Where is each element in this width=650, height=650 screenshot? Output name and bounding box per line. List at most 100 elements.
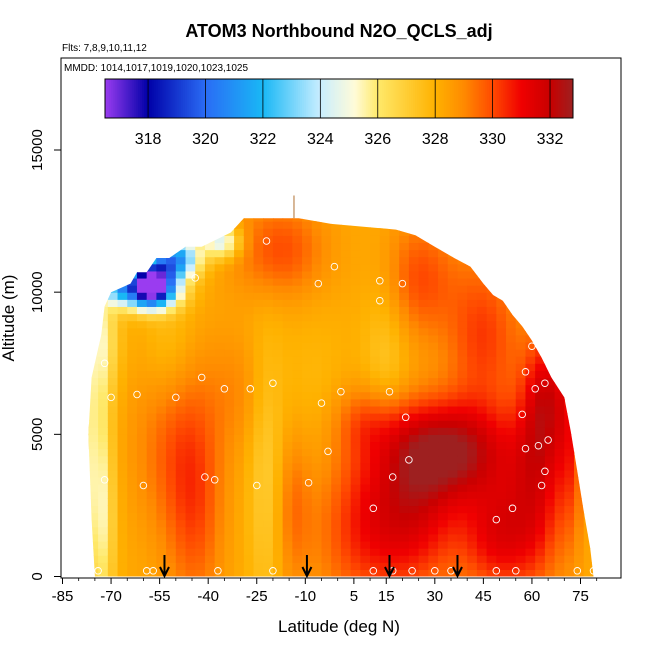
heatmap-cell: [515, 427, 527, 435]
heatmap-cell: [525, 306, 536, 315]
heatmap-cell: [272, 491, 284, 499]
heatmap-cell: [195, 292, 206, 300]
heatmap-cell: [496, 562, 507, 570]
colorbar-swatch: [126, 79, 129, 118]
heatmap-cell: [263, 256, 274, 265]
heatmap-cell: [457, 218, 468, 222]
heatmap-cell: [204, 505, 216, 514]
heatmap-cell: [428, 505, 439, 514]
heatmap-cell: [457, 413, 468, 421]
heatmap-cell: [593, 519, 594, 528]
heatmap-cell: [515, 498, 527, 507]
heatmap-cell: [127, 569, 138, 577]
heatmap-cell: [224, 377, 235, 386]
heatmap-cell: [156, 320, 167, 329]
heatmap-cell: [525, 270, 536, 279]
heatmap-cell: [224, 484, 235, 492]
heatmap-cell: [593, 277, 594, 286]
heatmap-cell: [88, 413, 89, 421]
heatmap-cell: [88, 398, 89, 407]
heatmap-cell: [535, 363, 546, 371]
heatmap-cell: [292, 356, 303, 364]
heatmap-cell: [321, 242, 332, 251]
heatmap-cell: [88, 256, 99, 265]
heatmap-cell: [564, 498, 575, 507]
heatmap-cell: [185, 405, 196, 414]
heatmap-cell: [340, 363, 352, 371]
heatmap-cell: [408, 505, 420, 514]
heatmap-cell: [428, 427, 439, 435]
heatmap-cell: [525, 391, 536, 400]
heatmap-cell: [127, 249, 138, 258]
heatmap-cell: [311, 526, 323, 535]
heatmap-cell: [554, 491, 565, 499]
heatmap-cell: [379, 256, 391, 265]
heatmap-cell: [496, 277, 507, 286]
heatmap-cell: [467, 505, 478, 514]
heatmap-cell: [360, 562, 371, 570]
heatmap-cell: [486, 526, 497, 535]
heatmap-cell: [98, 555, 109, 563]
heatmap-cell: [408, 263, 420, 272]
heatmap-cell: [234, 218, 245, 222]
heatmap-cell: [263, 306, 274, 315]
heatmap-cell: [574, 413, 585, 421]
heatmap-cell: [127, 306, 138, 315]
heatmap-cell: [243, 540, 255, 549]
heatmap-cell: [185, 228, 196, 236]
heatmap-cell: [544, 491, 556, 499]
heatmap-cell: [515, 391, 527, 400]
heatmap-cell: [418, 427, 429, 435]
heatmap-cell: [515, 469, 527, 478]
heatmap-cell: [447, 526, 459, 535]
heatmap-cell: [263, 448, 274, 457]
heatmap-cell: [418, 484, 429, 492]
heatmap-cell: [311, 320, 323, 329]
heatmap-cell: [136, 448, 148, 457]
heatmap-cell: [506, 320, 517, 329]
heatmap-cell: [370, 235, 381, 244]
heatmap-cell: [535, 292, 546, 300]
heatmap-cell: [476, 363, 488, 371]
heatmap-cell: [166, 405, 177, 414]
heatmap-cell: [311, 235, 323, 244]
heatmap-cell: [476, 327, 488, 336]
heatmap-cell: [282, 377, 293, 386]
heatmap-cell: [574, 441, 585, 450]
heatmap-cell: [350, 427, 361, 435]
heatmap-cell: [282, 562, 293, 570]
heatmap-cell: [224, 405, 235, 414]
heatmap-cell: [399, 277, 410, 286]
heatmap-cell: [204, 413, 216, 421]
heatmap-cell: [243, 448, 255, 457]
heatmap-cell: [243, 228, 255, 236]
heatmap-cell: [476, 512, 488, 521]
heatmap-cell: [331, 455, 342, 464]
heatmap-cell: [583, 427, 594, 435]
colorbar-swatch: [496, 79, 500, 118]
heatmap-cell: [292, 555, 303, 563]
heatmap-cell: [360, 256, 371, 265]
heatmap-cell: [292, 285, 303, 293]
heatmap-cell: [350, 569, 361, 577]
colorbar-swatch: [243, 79, 246, 118]
heatmap-cell: [535, 356, 546, 364]
heatmap-cell: [117, 277, 128, 286]
heatmap-cell: [370, 363, 381, 371]
heatmap-cell: [467, 370, 478, 379]
heatmap-cell: [447, 377, 459, 386]
heatmap-cell: [166, 221, 177, 229]
heatmap-cell: [438, 512, 449, 521]
heatmap-cell: [292, 292, 303, 300]
heatmap-cell: [574, 555, 585, 563]
heatmap-cell: [136, 313, 148, 322]
heatmap-cell: [340, 413, 352, 421]
heatmap-cell: [457, 299, 468, 307]
heatmap-cell: [554, 562, 565, 570]
heatmap-cell: [486, 413, 497, 421]
heatmap-cell: [311, 242, 323, 251]
heatmap-cell: [214, 377, 225, 386]
heatmap-cell: [263, 221, 274, 229]
